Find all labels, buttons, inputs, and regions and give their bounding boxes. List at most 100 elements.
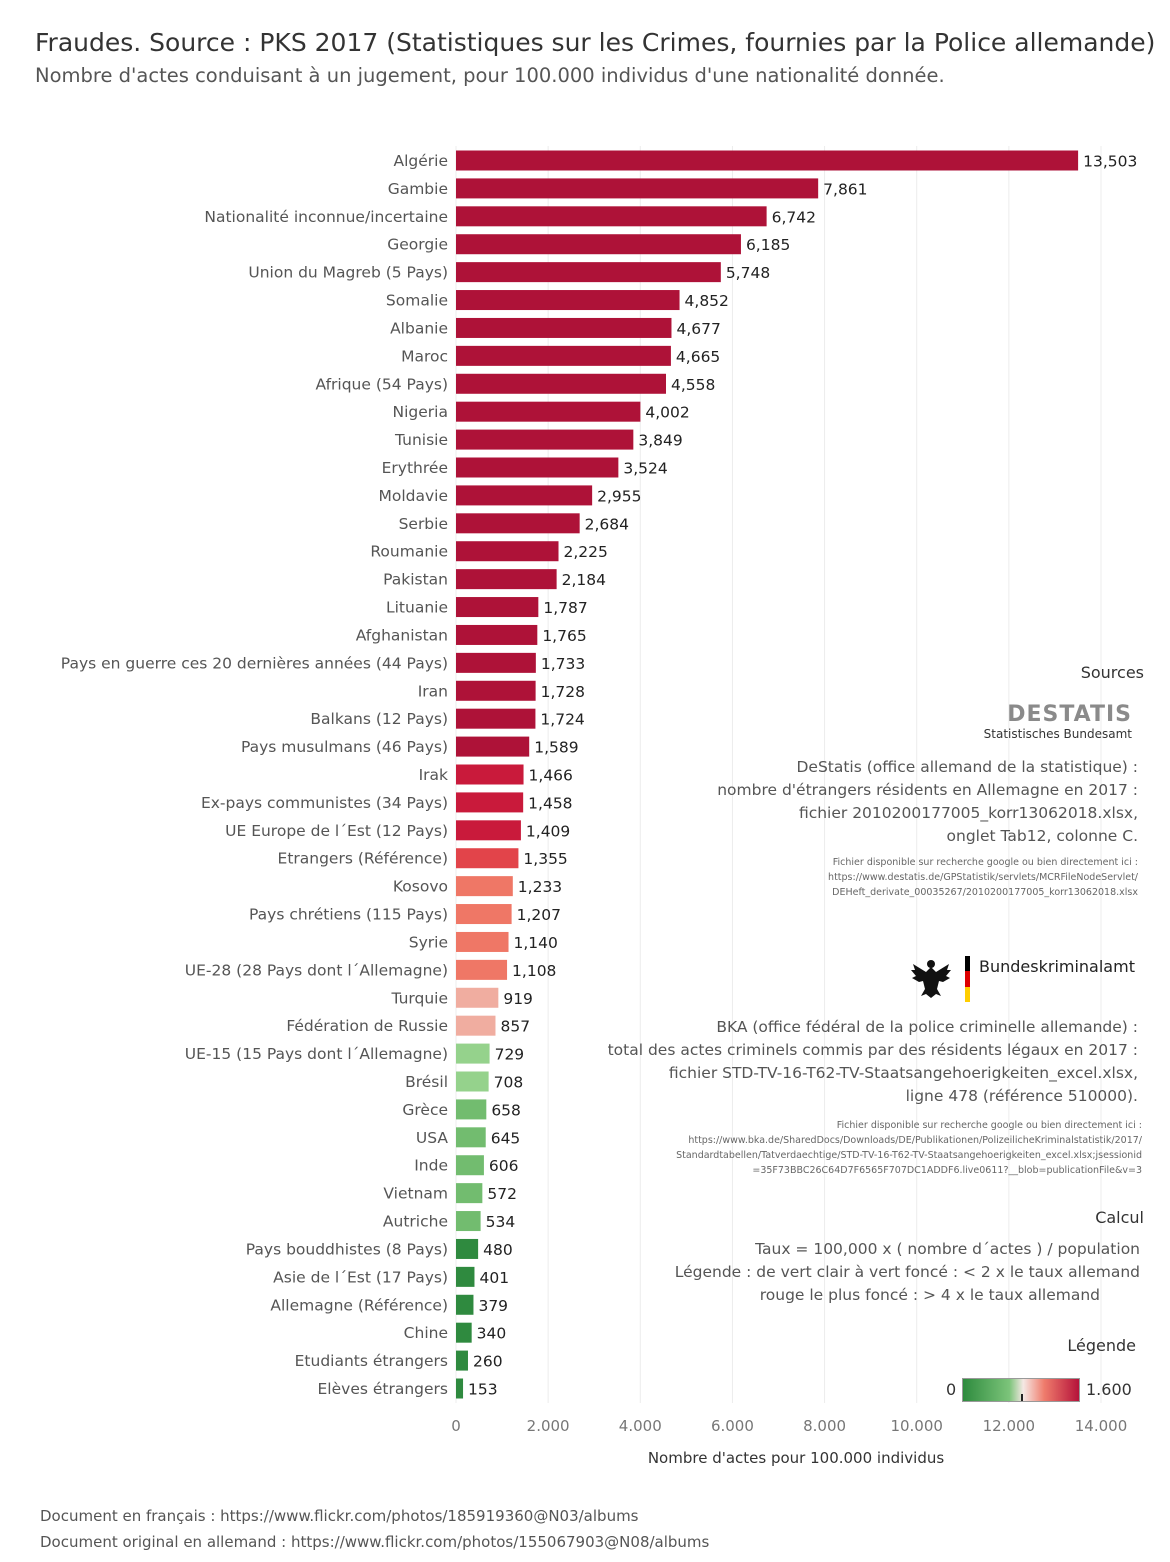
bar[interactable] — [456, 290, 680, 311]
destatis-url-line[interactable]: https://www.destatis.de/GPStatistik/serv… — [828, 872, 1138, 883]
bar[interactable] — [456, 597, 539, 618]
legend-color-scale — [962, 1378, 1080, 1402]
value-label: 534 — [486, 1213, 516, 1231]
value-label: 2,184 — [562, 571, 606, 589]
value-label: 1,466 — [529, 767, 573, 785]
value-label: 1,140 — [514, 934, 558, 952]
bar[interactable] — [456, 1322, 472, 1343]
bar[interactable] — [456, 736, 530, 757]
value-label: 1,458 — [528, 794, 572, 812]
bar[interactable] — [456, 541, 559, 562]
bka-description: BKA (office fédéral de la police crimine… — [608, 1016, 1138, 1108]
bar[interactable] — [456, 485, 593, 506]
value-label: 572 — [487, 1185, 517, 1203]
bar[interactable] — [456, 178, 819, 199]
bar[interactable] — [456, 429, 634, 450]
value-label: 1,787 — [543, 599, 587, 617]
bar[interactable] — [456, 764, 524, 785]
bar[interactable] — [456, 1211, 481, 1232]
category-label: Vietnam — [383, 1185, 448, 1203]
calcul-heading: Calcul — [1095, 1208, 1144, 1227]
bar[interactable] — [456, 904, 512, 925]
bar[interactable] — [456, 1015, 496, 1036]
calcul-legend-line: Légende : de vert clair à vert foncé : <… — [674, 1263, 1140, 1281]
footer-original-link[interactable]: Document original en allemand : https://… — [40, 1533, 710, 1551]
category-label: Elèves étrangers — [318, 1380, 448, 1398]
value-label: 379 — [478, 1297, 508, 1315]
bar[interactable] — [456, 206, 767, 227]
bar[interactable] — [456, 652, 536, 673]
category-label: Pays en guerre ces 20 dernières années (… — [61, 654, 448, 672]
category-label: Iran — [418, 682, 448, 700]
bka-url-line[interactable]: Standardtabellen/Tatverdaechtige/STD-TV-… — [676, 1150, 1142, 1161]
category-label: Allemagne (Référence) — [270, 1296, 448, 1314]
bar[interactable] — [456, 1294, 474, 1315]
legend-reference-marker — [1021, 1394, 1023, 1401]
value-label: 1,409 — [526, 822, 570, 840]
value-label: 153 — [468, 1381, 498, 1399]
bar[interactable] — [456, 150, 1079, 171]
x-tick-label: 10.000 — [890, 1417, 943, 1435]
bar[interactable] — [456, 1378, 464, 1399]
bar[interactable] — [456, 680, 536, 701]
bar[interactable] — [456, 1155, 484, 1176]
bar[interactable] — [456, 820, 521, 841]
value-label: 4,665 — [676, 348, 720, 366]
bka-line: fichier STD-TV-16-T62-TV-Staatsangehoeri… — [668, 1064, 1138, 1082]
bar[interactable] — [456, 987, 499, 1008]
bar[interactable] — [456, 931, 509, 952]
bar[interactable] — [456, 792, 524, 813]
bar[interactable] — [456, 345, 671, 366]
value-label: 260 — [473, 1353, 503, 1371]
bar[interactable] — [456, 1238, 479, 1259]
bar[interactable] — [456, 1043, 490, 1064]
bar[interactable] — [456, 1183, 483, 1204]
value-label: 919 — [503, 990, 533, 1008]
bar[interactable] — [456, 234, 741, 255]
bar[interactable] — [456, 1099, 487, 1120]
bar[interactable] — [456, 317, 672, 338]
value-label: 1,589 — [534, 739, 578, 757]
bar[interactable] — [456, 373, 666, 394]
bar[interactable] — [456, 624, 538, 645]
bka-link-note: Fichier disponible sur recherche google … — [676, 1118, 1142, 1178]
bka-url-line[interactable]: https://www.bka.de/SharedDocs/Downloads/… — [688, 1135, 1142, 1146]
x-tick-label: 14.000 — [1075, 1417, 1128, 1435]
bar[interactable] — [456, 876, 513, 897]
bar[interactable] — [456, 1350, 468, 1371]
bka-line: ligne 478 (référence 510000). — [905, 1087, 1138, 1105]
value-label: 729 — [495, 1046, 525, 1064]
legend-min-label: 0 — [946, 1380, 957, 1399]
value-label: 4,558 — [671, 376, 715, 394]
bka-line: total des actes criminels commis par des… — [607, 1041, 1138, 1059]
bar[interactable] — [456, 262, 721, 283]
value-label: 1,733 — [541, 655, 585, 673]
bar[interactable] — [456, 708, 536, 729]
bar[interactable] — [456, 1127, 486, 1148]
footer-french-link[interactable]: Document en français : https://www.flick… — [40, 1507, 639, 1525]
bar[interactable] — [456, 959, 508, 980]
bka-url-line[interactable]: =35F73BBC26C64D7F6565F707DC1ADDF6.live06… — [752, 1165, 1142, 1176]
chart-subtitle: Nombre d'actes conduisant à un jugement,… — [35, 64, 945, 87]
category-label: Balkans (12 Pays) — [310, 710, 448, 728]
x-axis-label: Nombre d'actes pour 100.000 individus — [648, 1449, 945, 1467]
destatis-url-line[interactable]: DEHeft_derivate_00035267/2010200177005_k… — [832, 887, 1138, 898]
destatis-note-line: Fichier disponible sur recherche google … — [832, 857, 1138, 868]
bar[interactable] — [456, 513, 580, 534]
bar[interactable] — [456, 848, 519, 869]
bar[interactable] — [456, 569, 557, 590]
category-label: Roumanie — [370, 543, 448, 561]
category-label: Turquie — [390, 989, 448, 1007]
bar[interactable] — [456, 457, 619, 478]
bka-logo: Bundeskriminalamt — [905, 952, 1145, 1004]
category-label: Etudiants étrangers — [295, 1352, 448, 1370]
destatis-line: fichier 2010200177005_korr13062018.xlsx, — [798, 804, 1138, 822]
category-labels: Algérie Gambie Nationalité inconnue/incert… — [61, 152, 449, 1398]
value-label: 340 — [477, 1325, 507, 1343]
category-label: Erythrée — [382, 459, 448, 477]
bar[interactable] — [456, 401, 641, 422]
bar[interactable] — [456, 1071, 489, 1092]
value-label: 1,207 — [517, 906, 561, 924]
bar[interactable] — [456, 1266, 475, 1287]
german-flag-bar — [965, 956, 970, 1002]
